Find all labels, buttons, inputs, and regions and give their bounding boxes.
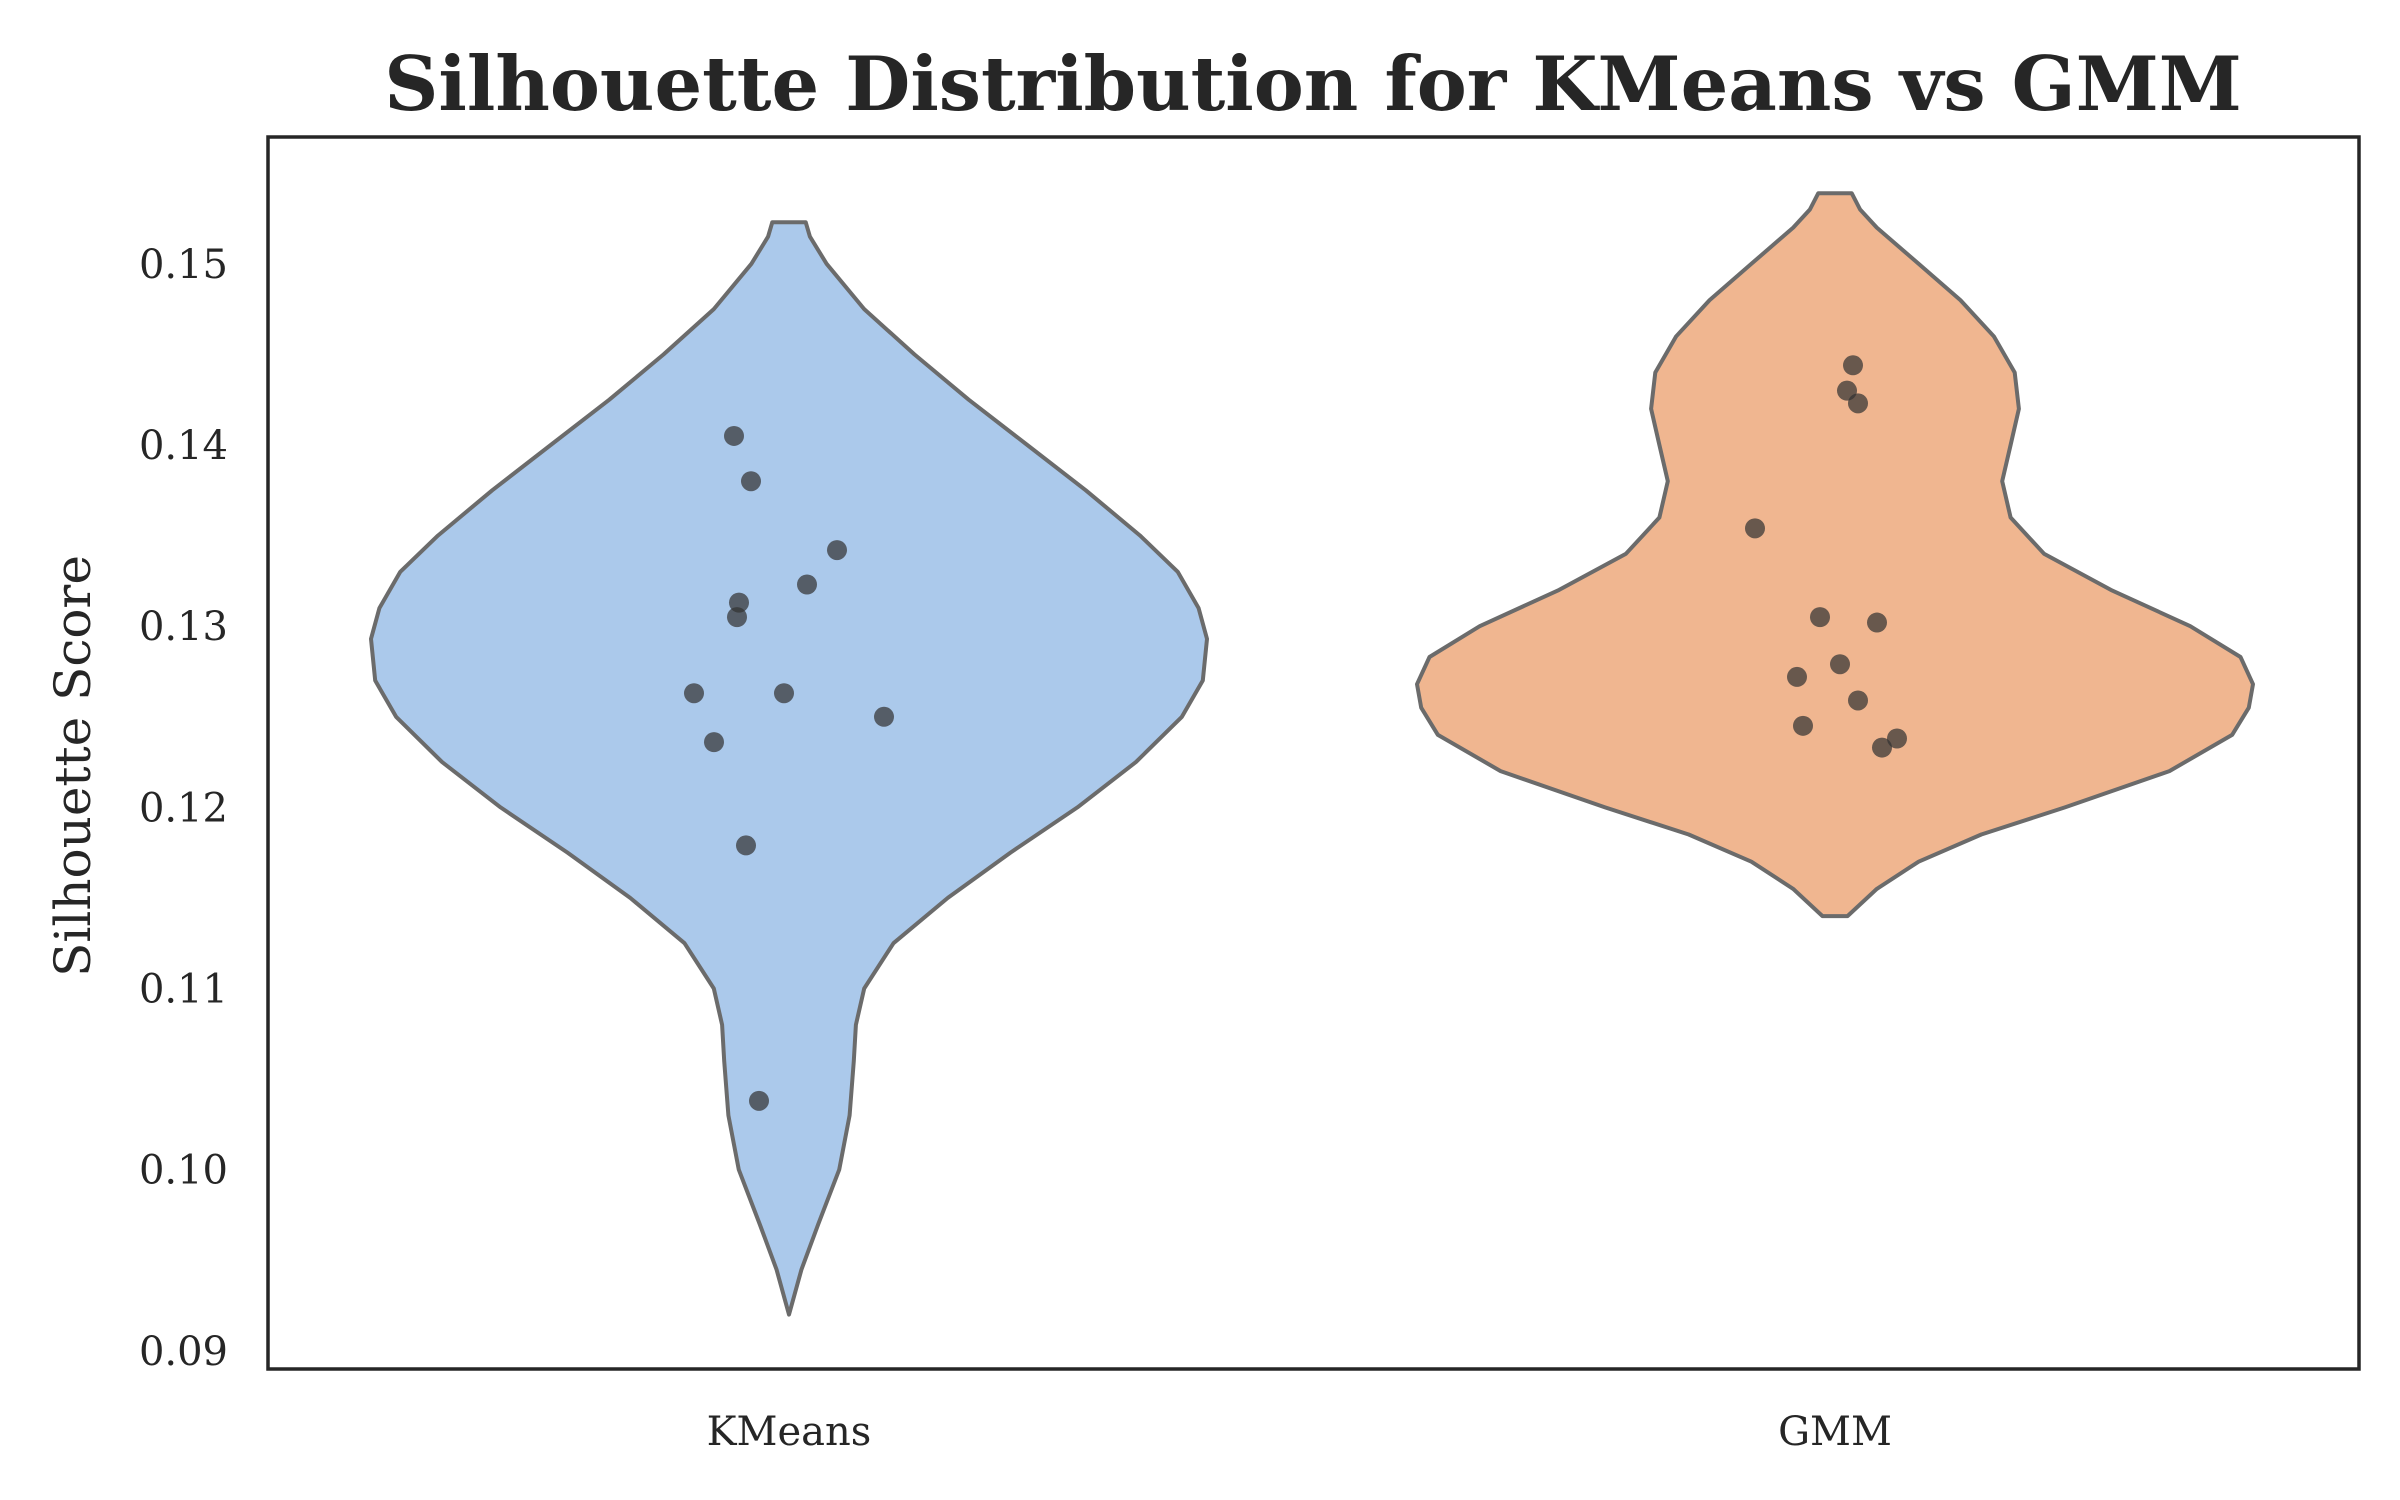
- data-point-kmeans: [774, 683, 794, 704]
- data-point-kmeans: [736, 835, 756, 856]
- y-tick-label: 0.10: [139, 1148, 228, 1194]
- data-point-kmeans: [741, 471, 761, 492]
- data-point-gmm: [1787, 666, 1807, 687]
- data-point-gmm: [1848, 393, 1868, 414]
- y-tick-label: 0.13: [139, 604, 228, 650]
- y-axis-label: Silhouette Score: [44, 555, 102, 977]
- y-tick-label: 0.11: [139, 967, 228, 1013]
- violin-gmm: [1415, 191, 2255, 919]
- data-point-kmeans: [727, 607, 747, 628]
- data-point-kmeans: [684, 683, 704, 704]
- y-tick-label: 0.14: [139, 423, 228, 469]
- data-point-gmm: [1887, 728, 1907, 749]
- y-tick-labels: 0.09 0.10 0.11 0.12 0.13 0.14 0.15: [139, 242, 228, 1375]
- data-point-kmeans: [749, 1090, 769, 1111]
- plot-frame: [266, 135, 2361, 1371]
- violin-kmeans: [369, 220, 1209, 1317]
- y-tick-label: 0.12: [139, 785, 228, 831]
- data-point-gmm: [1830, 654, 1850, 675]
- chart-title: Silhouette Distribution for KMeans vs GM…: [384, 40, 2242, 128]
- data-point-kmeans: [827, 540, 847, 561]
- data-point-gmm: [1872, 737, 1892, 758]
- x-tick-label: GMM: [1778, 1409, 1892, 1455]
- data-point-kmeans: [874, 706, 894, 727]
- x-tick-labels: KMeans GMM: [707, 1409, 1892, 1455]
- data-point-gmm: [1848, 690, 1868, 711]
- data-point-gmm: [1810, 607, 1830, 628]
- violin-layer: [369, 191, 2255, 1317]
- data-point-kmeans: [724, 425, 744, 446]
- data-point-gmm: [1745, 518, 1765, 539]
- data-point-kmeans: [797, 574, 817, 595]
- data-point-gmm: [1793, 715, 1813, 736]
- y-tick-label: 0.15: [139, 242, 228, 288]
- points-layer: [684, 355, 1907, 1111]
- data-point-gmm: [1867, 612, 1887, 633]
- data-point-gmm: [1843, 355, 1863, 376]
- y-tick-label: 0.09: [139, 1329, 228, 1375]
- x-tick-label: KMeans: [707, 1409, 872, 1455]
- data-point-kmeans: [704, 732, 724, 753]
